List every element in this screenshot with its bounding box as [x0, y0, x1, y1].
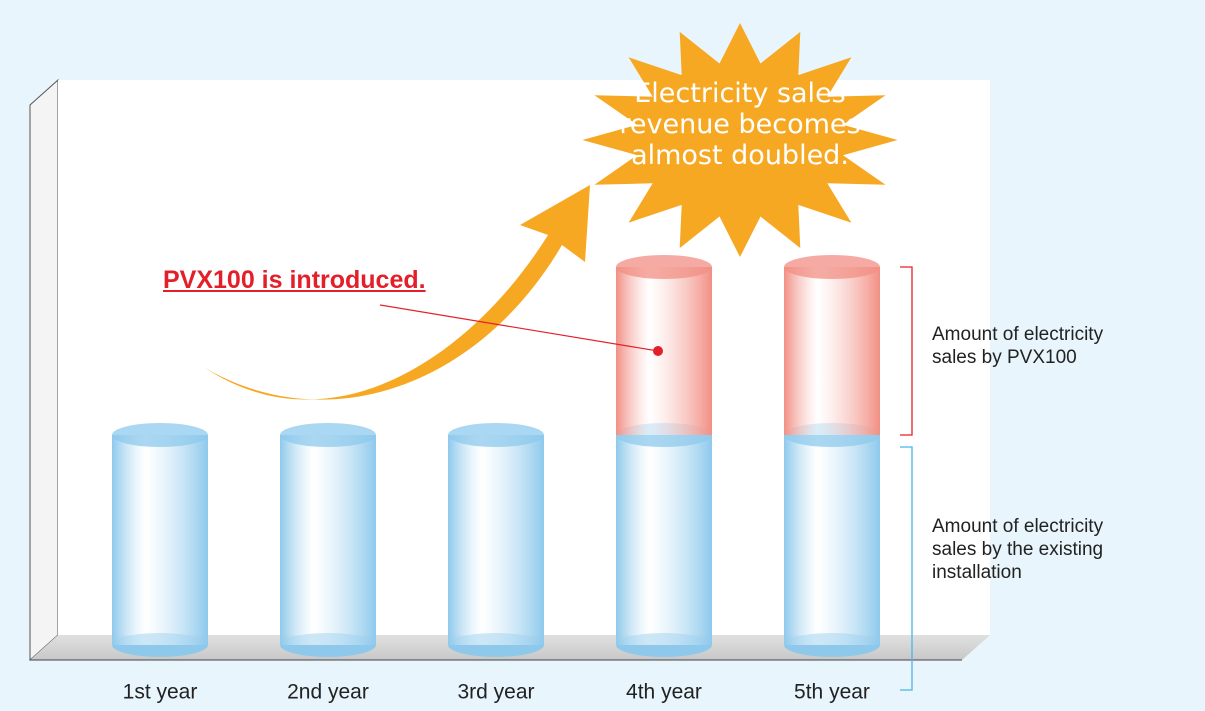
- cylinder-top: [448, 423, 544, 447]
- growth-arrow: [205, 185, 590, 400]
- bracket: [900, 446, 913, 691]
- callout-text: PVX100 is introduced.: [163, 266, 426, 294]
- cylinder-top: [280, 423, 376, 447]
- segment-label: Amount of electricity sales by PVX100: [932, 324, 1104, 368]
- segment-label: Amount of electricity sales by the exist…: [932, 516, 1104, 583]
- x-tick-label: 2nd year: [287, 681, 369, 704]
- burst-text: Electricity sales revenue becomes almost…: [619, 78, 861, 171]
- bracket: [900, 266, 913, 436]
- bar-segment: [112, 435, 208, 645]
- cylinder-top: [784, 255, 880, 279]
- starburst: [582, 23, 898, 257]
- cylinder-top: [112, 423, 208, 447]
- bar-segment: [280, 435, 376, 645]
- bar-segment: [616, 267, 712, 435]
- bar-segment: [784, 435, 880, 645]
- cylinder-top: [616, 255, 712, 279]
- bar-segment: [784, 267, 880, 435]
- callout-dot: [653, 346, 663, 356]
- x-tick-label: 1st year: [123, 681, 198, 704]
- bar-segment: [448, 435, 544, 645]
- x-tick-label: 4th year: [626, 681, 702, 704]
- x-tick-label: 5th year: [794, 681, 870, 704]
- bar-segment: [616, 435, 712, 645]
- callout-line: [379, 304, 659, 352]
- side-wall: [29, 78, 59, 662]
- x-tick-label: 3rd year: [457, 681, 534, 704]
